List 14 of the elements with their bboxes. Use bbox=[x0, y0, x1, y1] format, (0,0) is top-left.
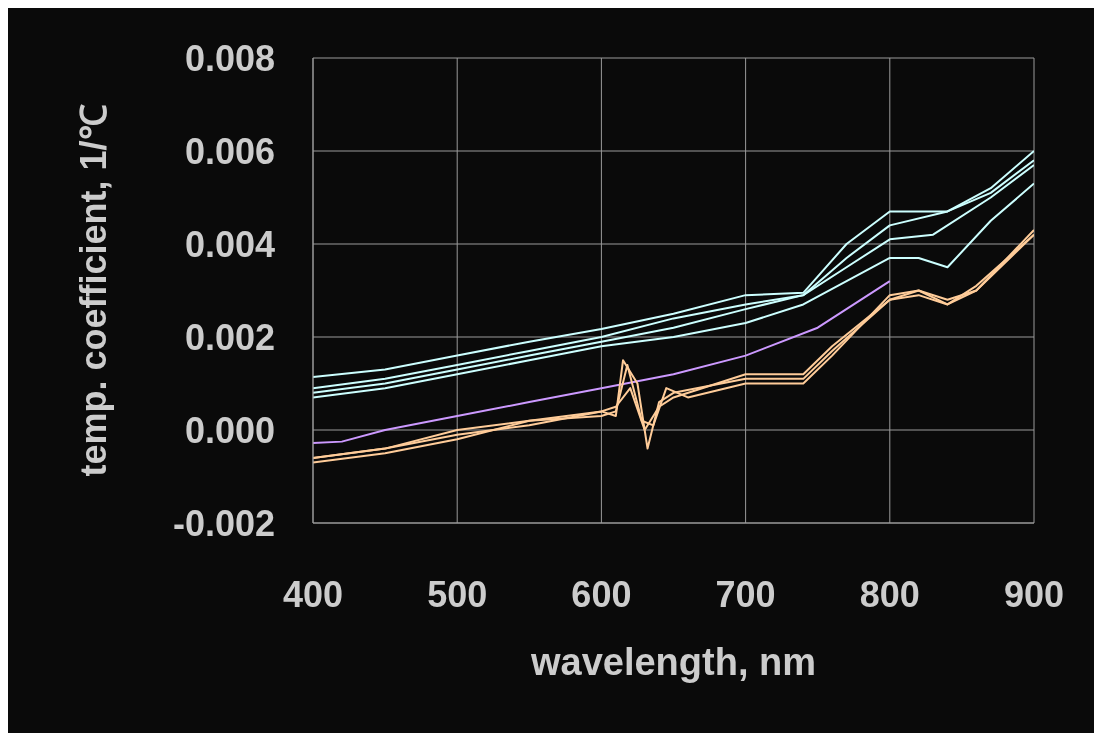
x-axis-title: wavelength, nm bbox=[529, 641, 817, 683]
x-tick-label: 800 bbox=[859, 573, 920, 615]
y-axis-title: temp. coefficient, 1/℃ bbox=[72, 104, 114, 477]
y-tick-label: 0.008 bbox=[184, 37, 275, 79]
x-tick-label: 700 bbox=[715, 573, 776, 615]
y-tick-label: 0.004 bbox=[184, 223, 275, 265]
y-tick-label: 0.006 bbox=[184, 130, 275, 172]
y-tick-label: 0.002 bbox=[184, 316, 275, 358]
x-tick-label: 500 bbox=[427, 573, 488, 615]
y-tick-label: 0.000 bbox=[184, 409, 275, 451]
x-tick-label: 600 bbox=[571, 573, 632, 615]
x-tick-label: 900 bbox=[1003, 573, 1065, 615]
x-tick-label: 400 bbox=[282, 573, 344, 615]
y-tick-label: -0.002 bbox=[172, 502, 275, 544]
